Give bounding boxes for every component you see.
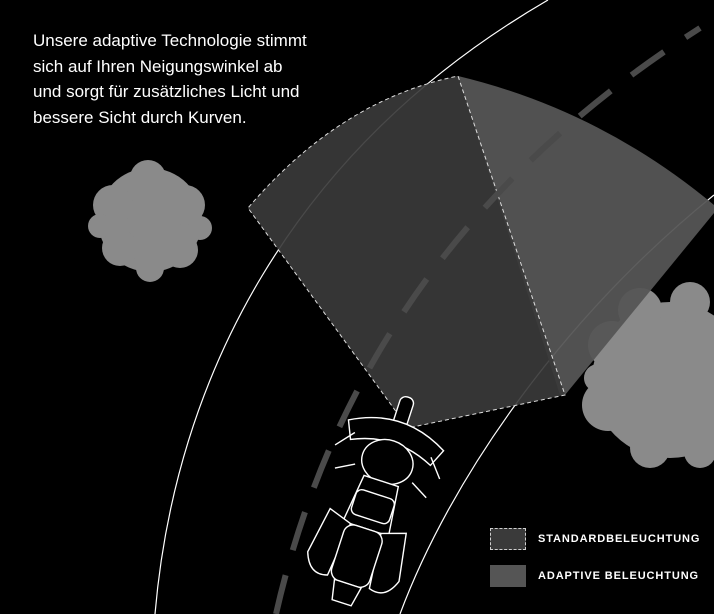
motorcycle	[307, 395, 445, 607]
intro-line: sich auf Ihren Neigungswinkel ab	[33, 56, 283, 76]
tree-right	[582, 282, 714, 468]
tree-left	[88, 160, 212, 282]
legend-label: STANDARDBELEUCHTUNG	[538, 533, 701, 545]
legend-label: ADAPTIVE BELEUCHTUNG	[538, 570, 700, 582]
intro-line: bessere Sicht durch Kurven.	[33, 107, 247, 127]
standard-beam	[247, 75, 566, 429]
adaptive-beam	[458, 76, 714, 395]
adaptive-swatch	[490, 565, 526, 587]
legend-item-standard: STANDARDBELEUCHTUNG	[490, 528, 712, 550]
intro-line: Unsere adaptive Technologie stimmt	[33, 31, 307, 50]
road-center-line	[273, 25, 702, 614]
intro-text: Unsere adaptive Technologie stimmt sich …	[33, 28, 323, 130]
legend-item-adaptive: ADAPTIVE BELEUCHTUNG	[490, 565, 712, 587]
intro-line: und sorgt für zusätzliches Licht und	[33, 82, 300, 101]
standard-swatch	[490, 528, 526, 550]
legend: STANDARDBELEUCHTUNG ADAPTIVE BELEUCHTUNG	[490, 528, 712, 602]
road-edge-outer	[154, 0, 549, 614]
